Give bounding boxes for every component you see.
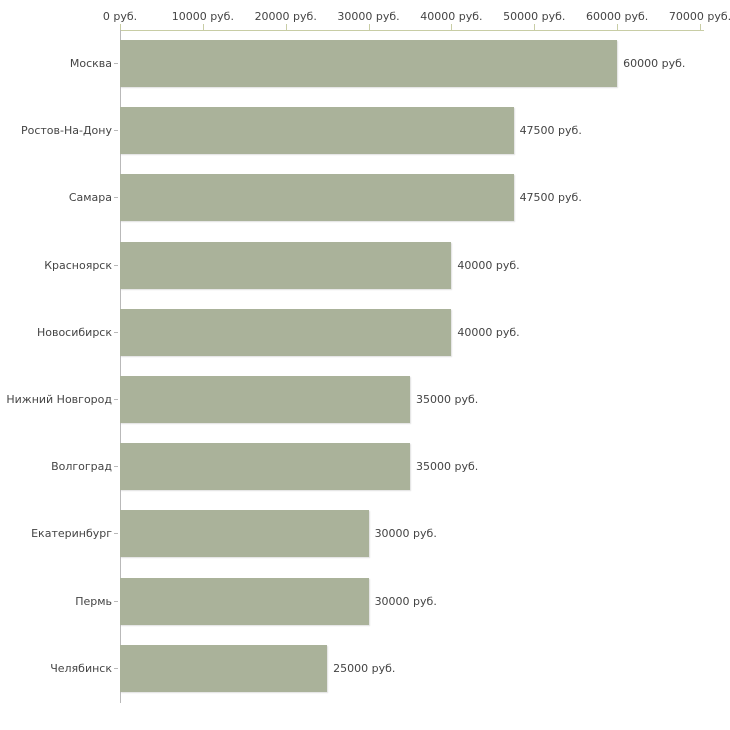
x-axis-tick-mark <box>617 24 619 31</box>
x-axis-tick-label: 0 руб. <box>102 10 138 23</box>
value-label: 30000 руб. <box>374 594 437 608</box>
value-label: 35000 руб. <box>416 393 479 407</box>
bar-row: Самара 47500 руб. <box>0 164 730 231</box>
bar-row: Екатеринбург 30000 руб. <box>0 500 730 567</box>
x-axis-tick-label: 70000 руб. <box>668 10 730 23</box>
bar-row: Волгоград 35000 руб. <box>0 433 730 500</box>
category-label: Красноярск <box>44 258 112 272</box>
x-axis-tick-mark <box>368 24 370 31</box>
x-axis-tick-mark <box>120 24 121 31</box>
x-axis-tick-label: 40000 руб. <box>420 10 483 23</box>
x-axis-tick-mark <box>534 24 536 31</box>
bar-row: Москва 60000 руб. <box>0 30 730 97</box>
bar-row: Челябинск 25000 руб. <box>0 635 730 702</box>
category-label: Челябинск <box>50 661 112 675</box>
x-axis-tick-mark <box>285 24 287 31</box>
x-axis-tick-label: 60000 руб. <box>586 10 649 23</box>
bar <box>120 376 410 424</box>
value-label: 30000 руб. <box>374 527 437 541</box>
x-axis-line <box>120 30 704 31</box>
category-label: Пермь <box>75 594 112 608</box>
category-label: Нижний Новгород <box>6 393 112 407</box>
y-axis-tick-mark <box>114 130 118 132</box>
x-axis-tick-mark <box>451 24 453 31</box>
value-label: 25000 руб. <box>333 661 396 675</box>
x-axis-tick-label: 50000 руб. <box>503 10 566 23</box>
y-axis-tick-mark <box>114 197 118 199</box>
bar-row: Нижний Новгород 35000 руб. <box>0 366 730 433</box>
value-label: 40000 руб. <box>457 258 520 272</box>
value-label: 35000 руб. <box>416 460 479 474</box>
bar-row: Пермь 30000 руб. <box>0 568 730 635</box>
y-axis-tick-mark <box>114 533 118 535</box>
y-axis-tick-mark <box>114 63 118 65</box>
y-axis-tick-mark <box>114 399 118 401</box>
bar-row: Ростов-На-Дону 47500 руб. <box>0 97 730 164</box>
x-axis-tick-mark <box>700 24 701 31</box>
bar <box>120 577 369 625</box>
y-axis-tick-mark <box>114 466 118 468</box>
value-label: 47500 руб. <box>519 124 582 138</box>
bar <box>120 644 328 692</box>
y-axis-tick-mark <box>114 331 118 333</box>
bar-row: Новосибирск 40000 руб. <box>0 299 730 366</box>
bar <box>120 443 410 491</box>
y-axis-tick-mark <box>114 667 118 669</box>
bar <box>120 308 452 356</box>
x-axis-tick-label: 30000 руб. <box>337 10 400 23</box>
value-label: 40000 руб. <box>457 325 520 339</box>
y-axis-line <box>120 30 121 703</box>
value-label: 47500 руб. <box>519 191 582 205</box>
x-axis-tick-label: 10000 руб. <box>171 10 234 23</box>
y-axis-tick-mark <box>114 264 118 266</box>
bar <box>120 107 514 155</box>
category-label: Екатеринбург <box>31 527 112 541</box>
bar <box>120 40 618 88</box>
x-axis-tick-mark <box>202 24 204 31</box>
bar-rows: Москва 60000 руб. Ростов-На-Дону 47500 руб.… <box>0 30 730 702</box>
bar <box>120 174 514 222</box>
bar <box>120 241 452 289</box>
category-label: Ростов-На-Дону <box>20 124 112 138</box>
category-label: Москва <box>69 57 112 71</box>
y-axis-tick-mark <box>114 600 118 602</box>
category-label: Волгоград <box>51 460 112 474</box>
category-label: Новосибирск <box>36 325 112 339</box>
category-label: Самара <box>68 191 112 205</box>
x-axis-tick-label: 20000 руб. <box>254 10 317 23</box>
bar <box>120 510 369 558</box>
value-label: 60000 руб. <box>623 57 686 71</box>
bar-row: Красноярск 40000 руб. <box>0 232 730 299</box>
